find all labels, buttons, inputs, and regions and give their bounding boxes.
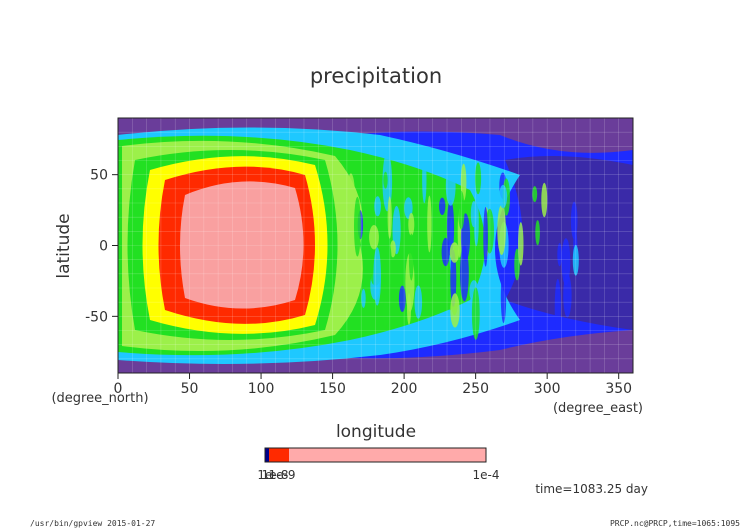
x-tick-label: 350 xyxy=(605,381,632,397)
y-axis: -50 0 50 xyxy=(85,168,118,325)
streak xyxy=(446,199,455,256)
streak xyxy=(470,201,477,228)
streak xyxy=(449,242,460,263)
streak xyxy=(422,154,427,204)
streak xyxy=(408,212,415,236)
streak xyxy=(561,238,571,286)
x-tick-label: 150 xyxy=(319,381,346,397)
x-unit-label: (degree_east) xyxy=(553,401,643,416)
equatorial-streaks xyxy=(346,152,579,340)
streak xyxy=(500,270,507,324)
streak xyxy=(427,195,432,253)
streak xyxy=(386,242,392,292)
colorbar: 1e- 1e-8 1e-9 1e-4 xyxy=(257,447,500,482)
colorbar-start-label-2: 1e-9 xyxy=(269,468,296,482)
streak xyxy=(361,288,366,308)
x-axis-label: longitude xyxy=(336,422,416,442)
streak xyxy=(408,233,414,281)
chart-title: precipitation xyxy=(310,64,442,88)
x-axis: 0 50 100 150 200 250 300 350 xyxy=(114,373,632,397)
x-tick-label: 50 xyxy=(181,381,199,397)
field-indigo-east xyxy=(505,156,633,330)
y-tick-label: 0 xyxy=(99,239,108,255)
colorbar-end-label: 1e-4 xyxy=(473,468,500,482)
field-purple-north xyxy=(118,118,633,153)
streak xyxy=(450,293,460,328)
colorbar-start-label-1: 1e-8 xyxy=(262,468,289,482)
grid-lines xyxy=(118,118,633,373)
streak xyxy=(570,201,578,240)
streak xyxy=(398,285,406,312)
colorbar-seg-red xyxy=(269,448,289,462)
y-axis-label: latitude xyxy=(54,213,74,278)
x-tick-label: 0 xyxy=(114,381,123,397)
y-tick-label: 50 xyxy=(90,168,108,184)
streak xyxy=(497,204,506,255)
x-tick-label: 200 xyxy=(391,381,418,397)
streak xyxy=(541,182,548,218)
streak xyxy=(407,293,411,325)
streak xyxy=(483,207,488,267)
colorbar-frame xyxy=(264,447,487,463)
streak xyxy=(572,244,579,276)
streak xyxy=(382,299,390,327)
colorbar-start-label-0: 1e- xyxy=(257,468,276,482)
x-tick-label: 100 xyxy=(248,381,275,397)
streak xyxy=(374,196,381,217)
time-label: time=1083.25 day xyxy=(535,482,648,496)
streak xyxy=(441,237,450,267)
streak xyxy=(369,225,379,250)
streak xyxy=(450,249,457,307)
y-tick-label: -50 xyxy=(85,309,108,325)
colorbar-seg-dark xyxy=(265,448,269,462)
streak xyxy=(390,240,396,258)
streak xyxy=(475,162,482,195)
streak xyxy=(554,278,561,337)
streak xyxy=(518,222,524,266)
streak xyxy=(514,248,520,281)
streak xyxy=(535,220,540,246)
streak xyxy=(458,190,465,230)
streak xyxy=(373,247,382,306)
streak xyxy=(383,171,388,189)
colorbar-seg-pink xyxy=(289,448,486,462)
streak xyxy=(414,285,423,319)
streak xyxy=(346,173,355,220)
streak xyxy=(354,196,361,257)
x-tick-label: 300 xyxy=(534,381,561,397)
streak xyxy=(499,184,508,209)
streak xyxy=(460,163,467,201)
plot-area xyxy=(118,118,633,373)
streak xyxy=(387,196,392,239)
streak xyxy=(445,165,456,206)
field-pink-core xyxy=(180,181,304,309)
streak xyxy=(471,287,480,340)
streak xyxy=(439,197,446,215)
y-unit-label: (degree_north) xyxy=(51,391,148,406)
footer-left: /usr/bin/gpview 2015-01-27 xyxy=(30,519,155,528)
streak xyxy=(532,186,538,203)
streak xyxy=(557,243,562,267)
footer-right: PRCP.nc@PRCP,time=1065:1095 xyxy=(610,519,740,528)
streak xyxy=(491,176,498,198)
x-tick-label: 250 xyxy=(462,381,489,397)
